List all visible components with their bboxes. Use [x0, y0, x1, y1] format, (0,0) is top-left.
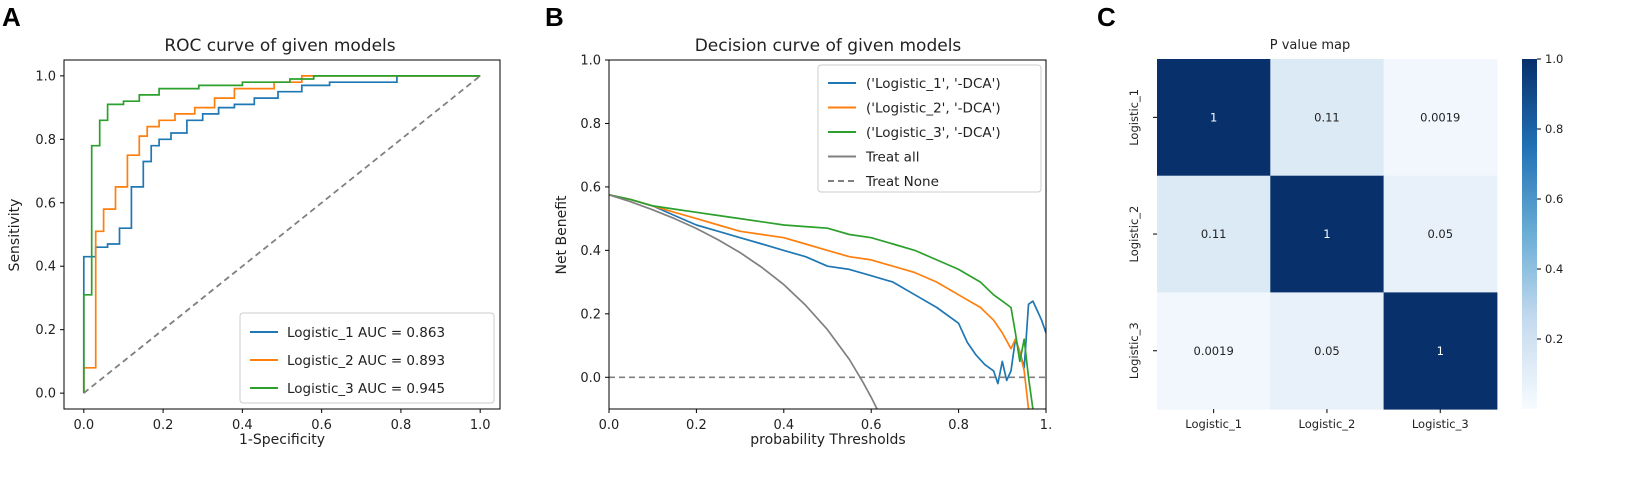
dca-ytick-label: 0.6 — [580, 180, 601, 195]
dca-ylabel: Net Benefit — [554, 195, 570, 275]
heatmap-cell-value: 0.0019 — [1194, 344, 1234, 358]
dca-ytick-label: 0.2 — [580, 307, 601, 322]
colorbar-tick-label: 0.2 — [1545, 332, 1563, 346]
roc-xtick-label: 0.4 — [232, 418, 253, 433]
roc-line-logistic-1 — [82, 75, 481, 394]
heatmap-ytick-label: Logistic_3 — [1127, 322, 1141, 379]
dca-legend: ('Logistic_1', '-DCA') ('Logistic_2', '-D… — [817, 64, 1042, 193]
roc-xtick-label: 0.0 — [73, 418, 94, 433]
heatmap-cell — [1383, 59, 1498, 177]
roc-title: ROC curve of given models — [164, 36, 395, 56]
roc-ytick-label: 0.8 — [35, 133, 56, 148]
panel-label-c: C — [1097, 2, 1116, 32]
dca-xtick-label: 0.8 — [948, 418, 969, 433]
roc-legend-entry: Logistic_2 AUC = 0.893 — [287, 353, 445, 369]
heatmap-cell — [1157, 59, 1271, 177]
dca-ytick-label: 0.4 — [580, 244, 601, 259]
roc-xtick-label: 0.6 — [311, 418, 332, 433]
heatmap-title: P value map — [1270, 38, 1351, 53]
dca-xlabel: probability Thresholds — [750, 432, 905, 448]
roc-ytick-label: 0.4 — [35, 260, 56, 275]
p-value-heatmap: P value map 1 0.11 0.0019 0.11 1 0.05 0.0019 0.… — [1127, 38, 1563, 431]
heatmap-cell-value: 1 — [1210, 110, 1217, 124]
heatmap-cell — [1270, 292, 1385, 410]
heatmap-xtick-label: Logistic_3 — [1412, 417, 1469, 431]
heatmap-cell-value: 0.05 — [1427, 227, 1453, 241]
heatmap-cell — [1270, 175, 1385, 293]
dca-ytick-label: 1.0 — [580, 54, 601, 69]
roc-ytick-label: 0.2 — [35, 323, 56, 338]
dca-legend-box — [817, 64, 1042, 193]
heatmap-cell — [1383, 175, 1498, 293]
panel-label-a: A — [2, 2, 21, 32]
dca-title: Decision curve of given models — [695, 36, 962, 56]
dca-legend-entry: ('Logistic_1', '-DCA') — [866, 76, 1001, 92]
heatmap-cell-value: 0.11 — [1201, 227, 1227, 241]
roc-axes-frame — [63, 59, 501, 410]
dca-legend-entry: ('Logistic_2', '-DCA') — [866, 101, 1001, 117]
heatmap-cell — [1157, 175, 1271, 293]
dca-xtick-label: 0.4 — [773, 418, 794, 433]
roc-legend-entry: Logistic_1 AUC = 0.863 — [287, 325, 445, 341]
roc-legend-box — [239, 312, 495, 404]
dca-line-logistic-3 — [609, 193, 1034, 409]
heatmap-cell-value: 0.11 — [1314, 110, 1340, 124]
colorbar-tick-label: 0.4 — [1545, 262, 1563, 276]
dca-ytick-label: 0.8 — [580, 117, 601, 132]
roc-ylabel: Sensitivity — [7, 199, 23, 272]
heatmap-ytick-label: Logistic_2 — [1127, 206, 1141, 263]
heatmap-xtick-label: Logistic_1 — [1185, 417, 1242, 431]
dca-xtick-label: 0.0 — [599, 418, 620, 433]
roc-xlabel: 1-Specificity — [239, 432, 325, 448]
dca-axes-frame — [608, 59, 1047, 410]
heatmap-cell — [1270, 59, 1385, 177]
colorbar-tick-label: 0.8 — [1545, 122, 1563, 136]
roc-xtick-label: 0.2 — [153, 418, 174, 433]
dca-line-logistic-2 — [609, 193, 1030, 409]
roc-ytick-label: 0.6 — [35, 196, 56, 211]
dca-legend-entry: Treat None — [865, 174, 939, 190]
dca-xtick-label: 0.2 — [686, 418, 707, 433]
colorbar-tick-label: 0.6 — [1545, 192, 1563, 206]
dca-legend-entry: Treat all — [865, 150, 919, 166]
roc-legend: Logistic_1 AUC = 0.863 Logistic_2 AUC = 0… — [239, 312, 495, 404]
heatmap-cell-value: 0.0019 — [1420, 110, 1460, 124]
roc-line-logistic-3 — [82, 75, 481, 394]
dca-ytick-label: 0.0 — [580, 371, 601, 386]
roc-chart: ROC curve of given models 0.0 0.2 0.4 0.6 0.… — [7, 36, 501, 448]
roc-xtick-label: 0.8 — [391, 418, 412, 433]
dca-legend-entry: ('Logistic_3', '-DCA') — [866, 125, 1001, 141]
dca-xtick-label: 1. — [1040, 418, 1052, 433]
colorbar — [1522, 59, 1537, 409]
roc-ytick-label: 0.0 — [35, 387, 56, 402]
heatmap-cell — [1157, 292, 1271, 410]
roc-ytick-label: 1.0 — [35, 69, 56, 84]
roc-xtick-label: 1.0 — [470, 418, 491, 433]
heatmap-cell-value: 1 — [1437, 344, 1444, 358]
dca-line-logistic-1 — [609, 193, 1046, 385]
dca-xtick-label: 0.6 — [861, 418, 882, 433]
roc-line-logistic-2 — [82, 75, 481, 394]
panel-label-b: B — [545, 2, 564, 32]
heatmap-cell-value: 1 — [1323, 227, 1330, 241]
heatmap-cell — [1383, 292, 1498, 410]
dca-treat-all-line — [609, 193, 879, 409]
roc-legend-entry: Logistic_3 AUC = 0.945 — [287, 381, 445, 397]
heatmap-cell-value: 0.05 — [1314, 344, 1340, 358]
heatmap-ytick-label: Logistic_1 — [1127, 89, 1141, 146]
roc-chance-line — [83, 75, 481, 394]
heatmap-xtick-label: Logistic_2 — [1299, 417, 1356, 431]
colorbar-tick-label: 1.0 — [1545, 52, 1563, 66]
decision-curve-chart: Decision curve of given models 0.0 0.2 0.4… — [554, 36, 1052, 448]
